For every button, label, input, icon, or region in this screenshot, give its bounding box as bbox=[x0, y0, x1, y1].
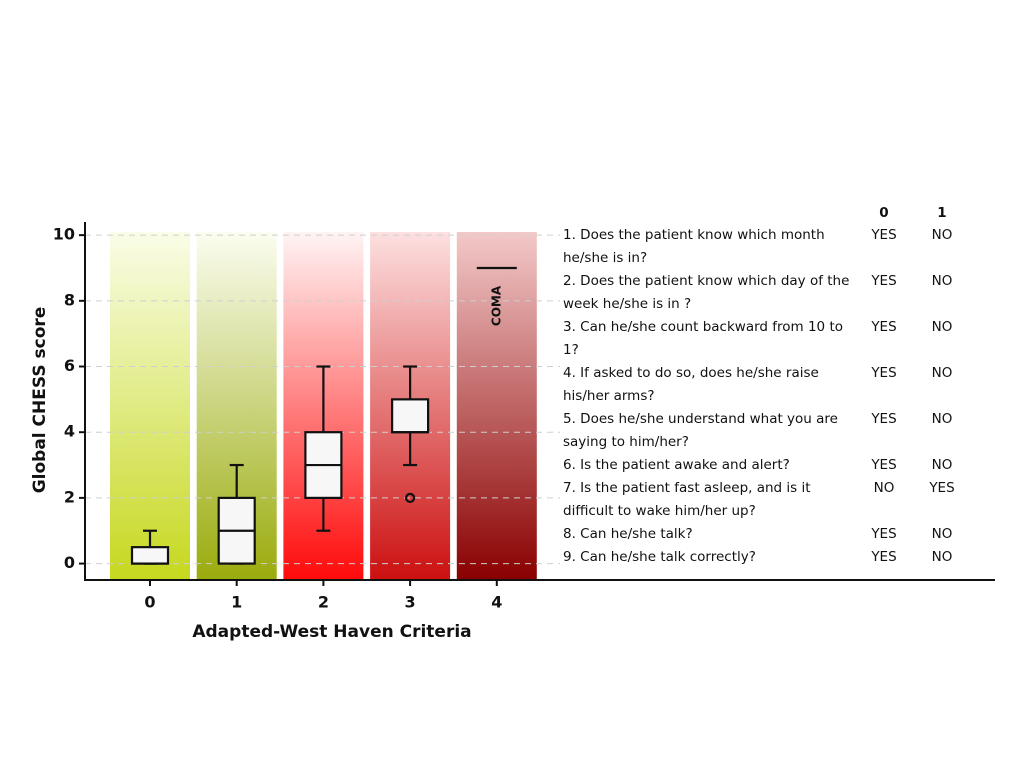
y-tick-label: 8 bbox=[64, 290, 75, 309]
table-row: 3. Can he/she count backward from 10 to … bbox=[563, 316, 971, 362]
x-tick-label: 4 bbox=[491, 593, 502, 612]
answer-cell: YES bbox=[871, 273, 897, 289]
x-axis-label: Adapted-West Haven Criteria bbox=[192, 622, 471, 642]
answer-cell: YES bbox=[871, 526, 897, 542]
answer-cell: NO bbox=[931, 319, 953, 335]
table-row: 2. Does the patient know which day of th… bbox=[563, 270, 971, 316]
table-row: 7. Is the patient fast asleep, and is it… bbox=[563, 477, 971, 523]
outlier bbox=[405, 492, 416, 503]
table-row: 1. Does the patient know which month he/… bbox=[563, 224, 971, 270]
table-row: 4. If asked to do so, does he/she raise … bbox=[563, 362, 971, 408]
y-tick-label: 6 bbox=[64, 356, 75, 375]
question-cell: 2. Does the patient know which day of th… bbox=[563, 273, 850, 312]
annotation-text: COMA bbox=[489, 285, 503, 326]
answer-cell: YES bbox=[871, 365, 897, 381]
answer-cell: NO bbox=[931, 411, 953, 427]
y-tick-label: 0 bbox=[64, 553, 75, 572]
answer-cell: NO bbox=[931, 457, 953, 473]
answer-cell: YES bbox=[871, 227, 897, 243]
x-tick-label: 3 bbox=[405, 593, 416, 612]
box bbox=[391, 398, 430, 434]
answer-cell: YES bbox=[871, 319, 897, 335]
answer-cell: NO bbox=[931, 227, 953, 243]
table-row: 6. Is the patient awake and alert? YES NO bbox=[563, 454, 971, 477]
y-axis-label: Global CHESS score bbox=[30, 307, 50, 494]
x-tick-label: 2 bbox=[318, 593, 329, 612]
table-row: 8. Can he/she talk? YES NO bbox=[563, 523, 971, 546]
answer-cell: NO bbox=[931, 526, 953, 542]
x-tick-label: 1 bbox=[231, 593, 242, 612]
category-band bbox=[456, 232, 537, 580]
box bbox=[130, 546, 170, 565]
y-tick-label: 2 bbox=[64, 487, 75, 506]
category-band bbox=[110, 232, 190, 580]
answer-cell: YES bbox=[871, 457, 897, 473]
answer-cell: NO bbox=[931, 549, 953, 565]
table-row: 5. Does he/she understand what you are s… bbox=[563, 408, 971, 454]
question-cell: 6. Is the patient awake and alert? bbox=[563, 457, 790, 473]
question-cell: 5. Does he/she understand what you are s… bbox=[563, 411, 838, 450]
answer-cell: YES bbox=[871, 549, 897, 565]
question-cell: 8. Can he/she talk? bbox=[563, 526, 693, 542]
y-tick-label: 10 bbox=[53, 225, 75, 244]
answer-cell: YES bbox=[929, 480, 955, 496]
answer-cell: NO bbox=[873, 480, 895, 496]
question-cell: 3. Can he/she count backward from 10 to … bbox=[563, 319, 843, 358]
question-cell: 1. Does the patient know which month he/… bbox=[563, 227, 825, 266]
question-cell: 9. Can he/she talk correctly? bbox=[563, 549, 756, 565]
y-tick-label: 4 bbox=[64, 422, 75, 441]
header-cell: 0 bbox=[879, 205, 889, 221]
table-row: 9. Can he/she talk correctly? YES NO bbox=[563, 546, 971, 569]
criteria-table: 0 1 1. Does the patient know which month h… bbox=[563, 202, 971, 569]
x-tick-label: 0 bbox=[144, 593, 155, 612]
answer-cell: NO bbox=[931, 365, 953, 381]
answer-cell: NO bbox=[931, 273, 953, 289]
question-cell: 4. If asked to do so, does he/she raise … bbox=[563, 365, 819, 404]
header-cell: 1 bbox=[937, 205, 947, 221]
question-cell: 7. Is the patient fast asleep, and is it… bbox=[563, 480, 811, 519]
answer-cell: YES bbox=[871, 411, 897, 427]
header-spacer bbox=[563, 202, 855, 224]
